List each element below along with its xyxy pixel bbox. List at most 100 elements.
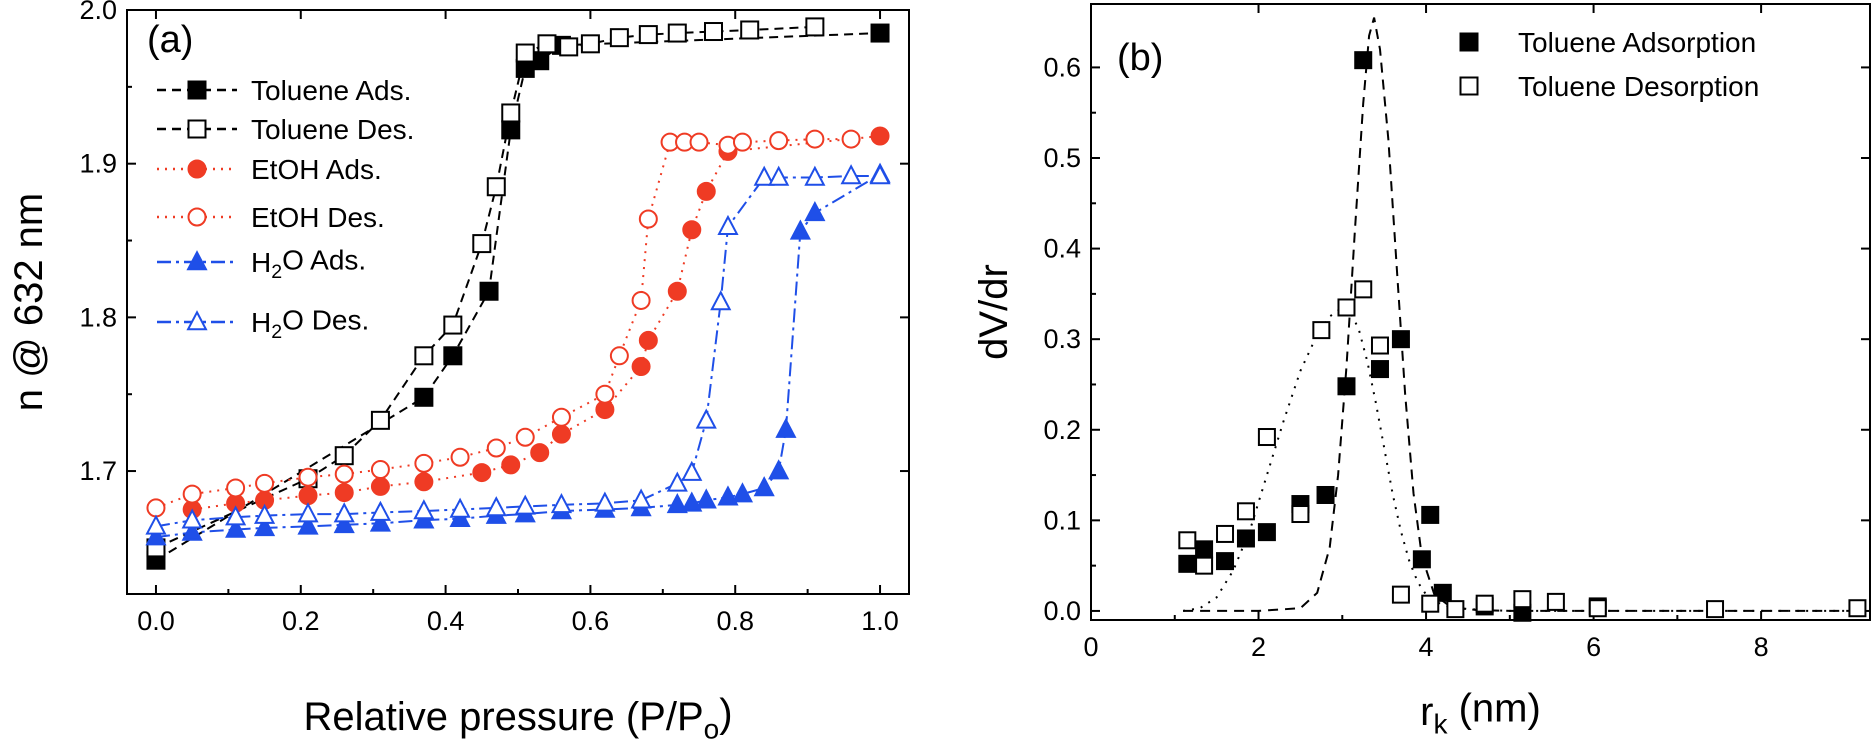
x-tick-label: 0.0 (137, 606, 175, 636)
data-point (681, 460, 703, 481)
legend-label: EtOH Des. (251, 202, 385, 233)
x-tick-label: 8 (1754, 632, 1769, 662)
x-tick-label: 6 (1586, 632, 1601, 662)
data-point (1706, 600, 1725, 619)
data-point (370, 410, 390, 430)
legend-marker (187, 207, 207, 227)
data-point (805, 129, 825, 149)
data-point (717, 485, 739, 506)
y-tick-label: 0.3 (1043, 324, 1081, 354)
data-point (870, 23, 890, 43)
data-point (1195, 556, 1214, 575)
data-point (226, 478, 246, 498)
legend-marker (186, 310, 208, 331)
legend: Toluene Ads. Toluene Des. EtOH Ads. EtOH De… (157, 75, 414, 343)
data-point (501, 103, 521, 123)
data-point (681, 491, 703, 512)
data-point (769, 131, 789, 151)
data-point (414, 387, 434, 407)
data-point (501, 455, 521, 475)
data-point (450, 447, 470, 467)
data-point (370, 460, 390, 480)
data-point (740, 20, 760, 40)
data-point (804, 165, 826, 186)
data-point (1195, 540, 1214, 559)
data-point (1475, 594, 1494, 613)
y-tick-label: 0.5 (1043, 143, 1081, 173)
data-point (666, 493, 688, 514)
series-4 (146, 129, 861, 518)
x-tick-label: 1.0 (861, 606, 899, 636)
data-point (443, 346, 463, 366)
y-axis-title: n @ 632 nm (7, 193, 51, 412)
legend-label: EtOH Ads. (251, 154, 382, 185)
data-point (537, 34, 557, 54)
data-point (1216, 552, 1235, 571)
series-1 (1178, 51, 1607, 622)
data-point (514, 494, 536, 515)
data-point (530, 443, 550, 463)
data-point (181, 520, 203, 541)
plot-frame (1090, 3, 1871, 621)
data-point (630, 488, 652, 509)
data-point (1316, 485, 1335, 504)
data-point (805, 17, 825, 37)
data-point (804, 201, 826, 222)
series-2 (1178, 280, 1867, 619)
data-point (753, 476, 775, 497)
data-point (753, 165, 775, 186)
legend-label: Toluene Adsorption (1518, 27, 1756, 58)
legend: Toluene Adsorption Toluene Desorption (1459, 27, 1759, 102)
data-point (1236, 529, 1255, 548)
data-point (717, 214, 739, 235)
data-point (334, 464, 354, 484)
data-point (1291, 505, 1310, 524)
data-point (695, 488, 717, 509)
data-point (449, 497, 471, 518)
data-point (731, 482, 754, 503)
chart-panel-a: 0.0 0.2 0.4 0.6 0.8 1.0 1.7 1.8 1.9 2.0 (a) Toluene… (7, 0, 910, 744)
data-point (479, 281, 499, 301)
data-point (710, 290, 732, 311)
data-point (515, 43, 535, 63)
data-point (298, 467, 318, 487)
x-axis-title: rk (nm) (1420, 686, 1541, 739)
data-point (146, 498, 166, 518)
data-point (225, 505, 247, 526)
data-point (638, 25, 658, 45)
panel-label: (b) (1117, 37, 1163, 79)
x-tick-label: 0.8 (716, 606, 754, 636)
data-point (682, 220, 702, 240)
data-point (695, 408, 717, 429)
legend-marker (187, 119, 207, 139)
data-point (369, 500, 392, 521)
series-3 (182, 126, 890, 519)
data-point (255, 473, 275, 493)
legend-marker (1459, 76, 1479, 96)
data-point (1216, 524, 1235, 543)
data-point (182, 484, 202, 504)
data-point (1337, 377, 1356, 396)
data-point (667, 23, 687, 43)
x-tick-label: 0.6 (572, 606, 610, 636)
data-point (414, 346, 434, 366)
x-tick-label: 0 (1083, 632, 1098, 662)
data-point (414, 453, 434, 473)
y-tick-label: 1.9 (79, 149, 117, 179)
data-point (1178, 531, 1197, 550)
data-point (1354, 51, 1373, 70)
data-point (609, 346, 629, 366)
data-point (559, 37, 579, 57)
y-tick-label: 0.1 (1043, 505, 1081, 535)
data-point (486, 177, 506, 197)
data-point (768, 459, 790, 480)
data-point (1446, 600, 1465, 619)
data-point (145, 514, 167, 535)
data-point (501, 120, 521, 140)
data-point (1370, 336, 1389, 355)
y-tick-label: 0.2 (1043, 415, 1081, 445)
data-point (472, 234, 492, 254)
data-point (870, 126, 890, 146)
y-tick-label: 2.0 (79, 0, 117, 25)
